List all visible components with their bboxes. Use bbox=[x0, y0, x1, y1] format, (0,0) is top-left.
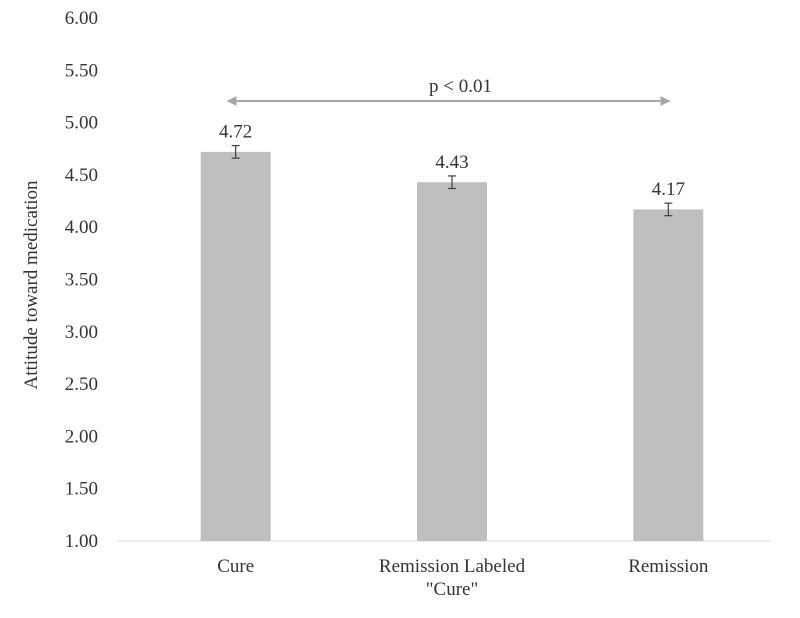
y-tick-label: 5.50 bbox=[65, 60, 98, 81]
error-bars-group bbox=[231, 145, 673, 217]
data-label: 4.17 bbox=[652, 179, 685, 200]
y-tick-label: 2.00 bbox=[65, 426, 98, 447]
y-tick-label: 4.50 bbox=[65, 165, 98, 186]
x-tick-label: Cure bbox=[217, 556, 254, 577]
bars-group bbox=[200, 151, 704, 542]
x-axis-labels: Cure Remission Labeled "Cure" Remission bbox=[217, 556, 709, 600]
y-tick-label: 3.50 bbox=[65, 270, 98, 291]
error-bar bbox=[231, 145, 240, 159]
y-axis-title: Attitude toward medication bbox=[21, 180, 42, 389]
y-tick-label: 3.00 bbox=[65, 322, 98, 343]
data-label: 4.43 bbox=[435, 152, 468, 173]
x-tick-label: Remission bbox=[628, 556, 709, 577]
y-tick-label: 6.00 bbox=[65, 8, 98, 29]
significance-label: p < 0.01 bbox=[429, 76, 492, 97]
y-tick-label: 2.50 bbox=[65, 374, 98, 395]
bar bbox=[417, 182, 487, 542]
y-tick-label: 1.00 bbox=[65, 531, 98, 552]
value-labels-group: 4.72 4.43 4.17 bbox=[219, 122, 685, 201]
bar bbox=[200, 151, 271, 541]
y-tick-label: 4.00 bbox=[65, 217, 98, 238]
data-label: 4.72 bbox=[219, 122, 252, 143]
y-tick-label: 1.50 bbox=[65, 479, 98, 500]
bar bbox=[633, 209, 704, 541]
x-tick-label: Remission Labeled "Cure" bbox=[379, 556, 526, 600]
error-bar bbox=[448, 175, 456, 190]
y-tick-label: 5.00 bbox=[65, 113, 98, 134]
y-axis-ticks: 1.00 1.50 2.00 2.50 3.00 3.50 4.00 4.50 5.00 5.50… bbox=[65, 8, 98, 552]
error-bar bbox=[664, 202, 673, 217]
